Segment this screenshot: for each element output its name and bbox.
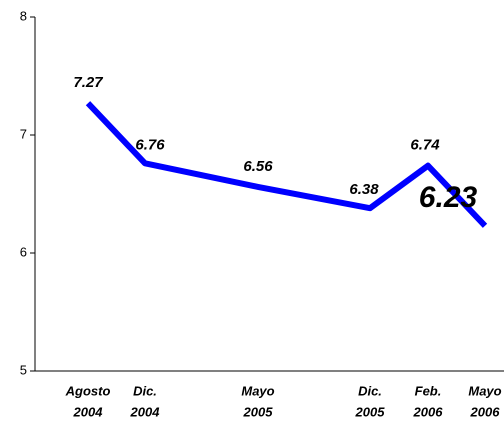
data-label: 6.74 xyxy=(410,137,440,154)
x-tick-label: Mayo xyxy=(241,383,274,398)
data-label: 6.76 xyxy=(135,136,165,153)
y-tick-label: 7 xyxy=(20,126,27,141)
x-tick-label: Feb. xyxy=(415,383,442,398)
x-tick-label: 2004 xyxy=(73,404,104,419)
x-tick-label: Agosto xyxy=(65,383,111,398)
x-tick-label: 2006 xyxy=(470,404,501,419)
x-tick-label: Dic. xyxy=(358,383,382,398)
x-tick-label: 2004 xyxy=(130,404,161,419)
data-label: 6.56 xyxy=(243,158,273,175)
y-tick-label: 8 xyxy=(20,8,27,23)
data-label: 6.23 xyxy=(419,181,478,214)
x-tick-label: Dic. xyxy=(133,383,157,398)
data-label: 6.38 xyxy=(349,181,379,198)
x-tick-label: 2006 xyxy=(413,404,444,419)
x-tick-label: Mayo xyxy=(468,383,501,398)
line xyxy=(85,101,488,228)
x-tick-label: 2005 xyxy=(355,404,386,419)
y-tick-label: 6 xyxy=(20,244,27,259)
y-tick-label: 5 xyxy=(20,362,27,377)
x-tick-label: 2005 xyxy=(243,404,274,419)
data-label: 7.27 xyxy=(73,74,103,91)
